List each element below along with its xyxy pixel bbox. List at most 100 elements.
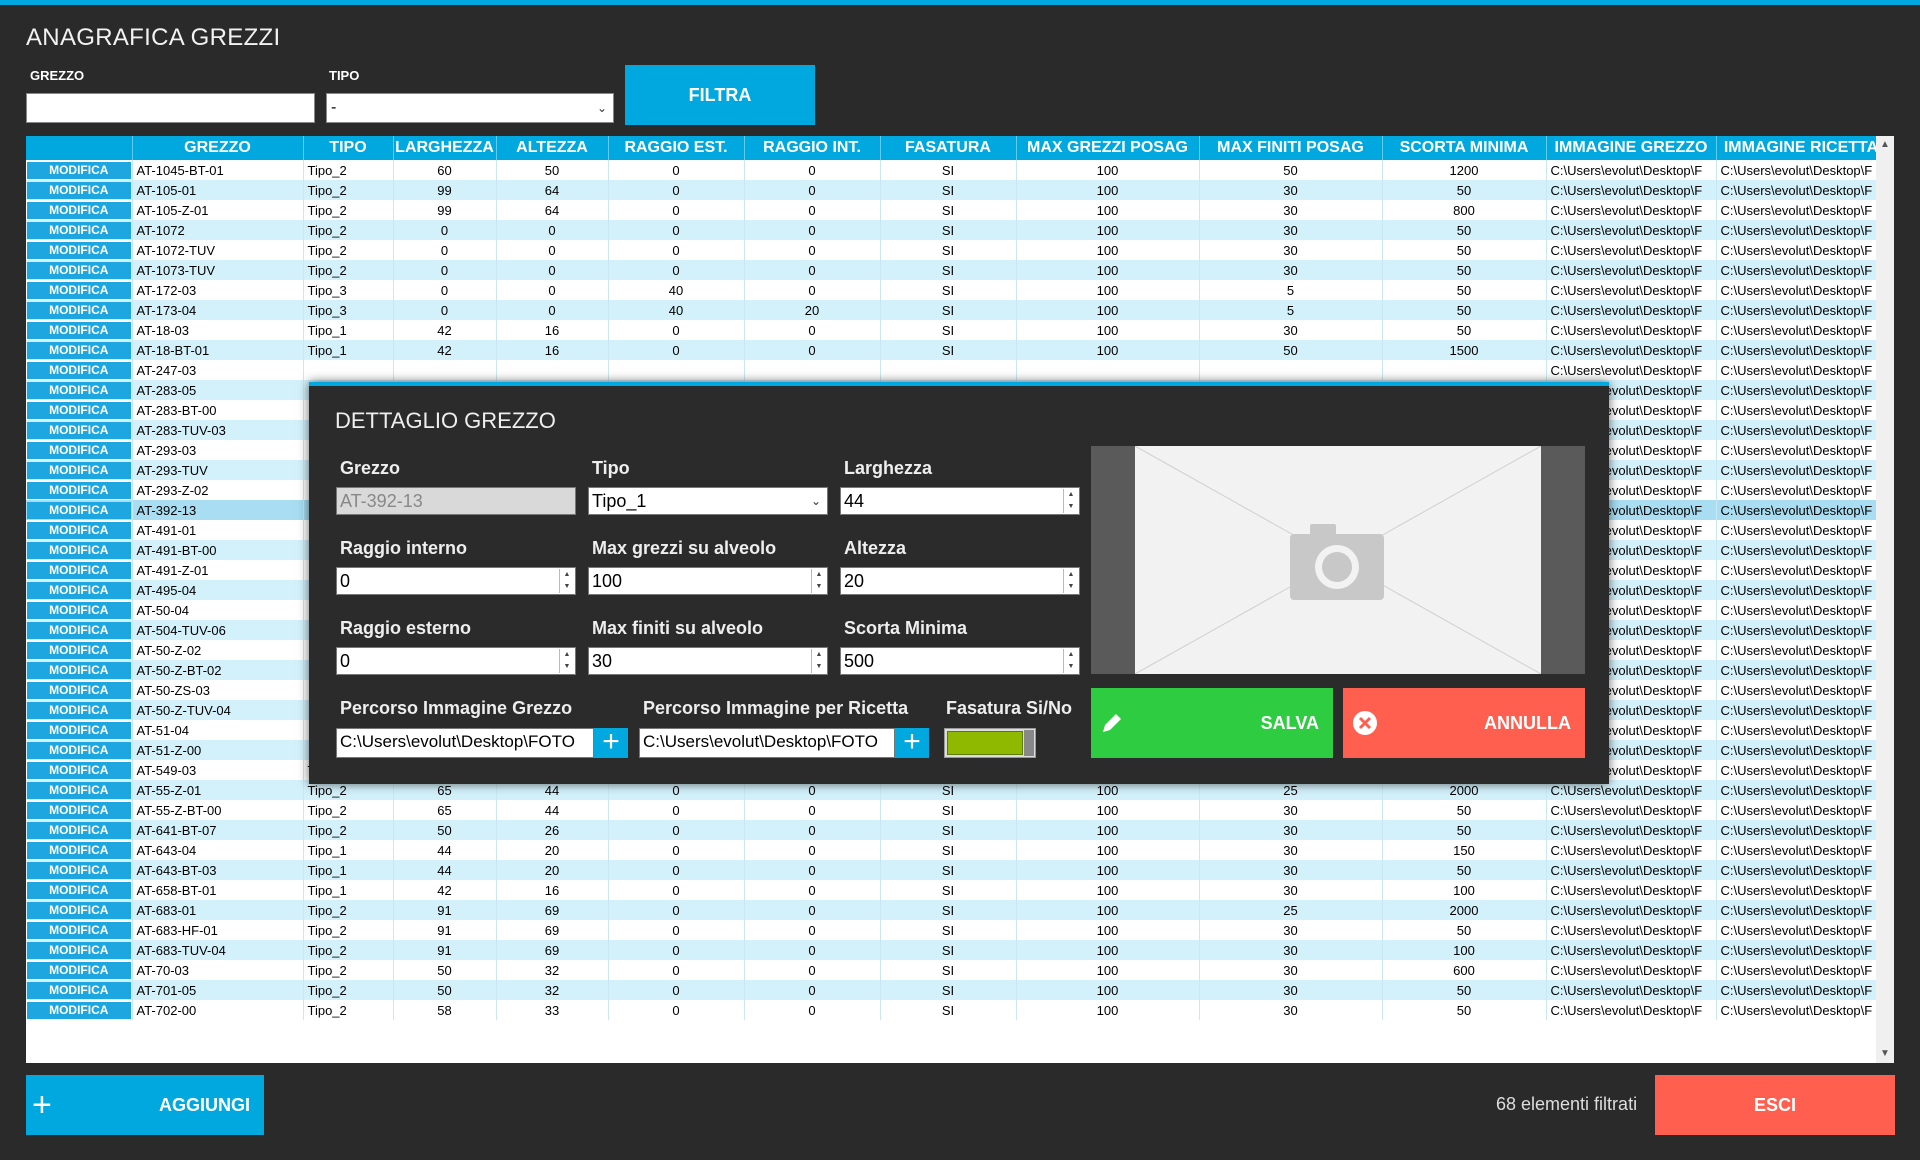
modifica-button[interactable]: MODIFICA [27,561,131,579]
column-header[interactable]: RAGGIO INT. [744,136,881,160]
modifica-button[interactable]: MODIFICA [27,181,131,199]
browse-ricetta-plus-icon[interactable]: + [895,727,929,758]
modifica-button[interactable]: MODIFICA [27,241,131,259]
grezzo-filter-input[interactable] [26,93,315,123]
modifica-button[interactable]: MODIFICA [27,841,131,859]
table-row[interactable]: MODIFICA AT-683-01 Tipo_2 91 69 0 0 SI 100 25 2000… [26,900,1887,920]
modifica-button[interactable]: MODIFICA [27,861,131,879]
modifica-button[interactable]: MODIFICA [27,741,131,759]
modifica-button[interactable]: MODIFICA [27,221,131,239]
modifica-button[interactable]: MODIFICA [27,761,131,779]
spinner-icon[interactable]: ▲ ▼ [559,649,574,673]
filtra-button[interactable]: FILTRA [625,65,815,125]
table-row[interactable]: MODIFICA AT-173-04 Tipo_3 0 0 40 20 SI 100 5 50 C:\… [26,300,1887,320]
table-row[interactable]: MODIFICA AT-658-BT-01 Tipo_1 42 16 0 0 SI 100 30 1… [26,880,1887,900]
table-scrollbar[interactable]: ▲ ▼ [1876,136,1894,1063]
modifica-button[interactable]: MODIFICA [27,1001,131,1019]
modifica-button[interactable]: MODIFICA [27,481,131,499]
tipo-select[interactable]: Tipo_1 ⌄ [588,487,828,515]
table-row[interactable]: MODIFICA AT-643-04 Tipo_1 44 20 0 0 SI 100 30 150 C… [26,840,1887,860]
table-row[interactable]: MODIFICA AT-105-Z-01 Tipo_2 99 64 0 0 SI 100 30 80… [26,200,1887,220]
column-header[interactable]: IMMAGINE GREZZO [1546,136,1717,160]
salva-button[interactable]: SALVA [1091,688,1333,758]
modifica-button[interactable]: MODIFICA [27,681,131,699]
esci-button[interactable]: ESCI [1655,1075,1895,1135]
browse-grezzo-plus-icon[interactable]: + [594,727,628,758]
column-header[interactable]: SCORTA MINIMA [1382,136,1547,160]
aggiungi-button[interactable]: + AGGIUNGI [26,1075,264,1135]
modifica-button[interactable]: MODIFICA [27,881,131,899]
table-row[interactable]: MODIFICA AT-1073-TUV Tipo_2 0 0 0 0 SI 100 30 50 C:… [26,260,1887,280]
modifica-button[interactable]: MODIFICA [27,461,131,479]
modifica-button[interactable]: MODIFICA [27,721,131,739]
spinner-icon[interactable]: ▲ ▼ [1063,489,1078,513]
fasatura-toggle[interactable] [944,728,1036,758]
table-row[interactable]: MODIFICA AT-105-01 Tipo_2 99 64 0 0 SI 100 30 50 C:… [26,180,1887,200]
modifica-button[interactable]: MODIFICA [27,281,131,299]
column-header[interactable]: IMMAGINE RICETTA [1716,136,1887,160]
percorso-grezzo-input[interactable]: C:\Users\evolut\Desktop\FOTO [336,728,594,758]
modifica-button[interactable]: MODIFICA [27,821,131,839]
modifica-button[interactable]: MODIFICA [27,321,131,339]
modifica-button[interactable]: MODIFICA [27,581,131,599]
table-row[interactable]: MODIFICA AT-641-BT-07 Tipo_2 50 26 0 0 SI 100 30 5… [26,820,1887,840]
raggio-interno-input[interactable]: 0 ▲ ▼ [336,567,576,595]
modifica-button[interactable]: MODIFICA [27,961,131,979]
table-row[interactable]: MODIFICA AT-1072 Tipo_2 0 0 0 0 SI 100 30 50 C:\Use… [26,220,1887,240]
table-row[interactable]: MODIFICA AT-1072-TUV Tipo_2 0 0 0 0 SI 100 30 50 C:… [26,240,1887,260]
table-row[interactable]: MODIFICA AT-18-BT-01 Tipo_1 42 16 0 0 SI 100 50 15… [26,340,1887,360]
column-header[interactable]: MAX GREZZI POSAG [1016,136,1200,160]
column-header[interactable]: LARGHEZZA [393,136,497,160]
modifica-button[interactable]: MODIFICA [27,201,131,219]
table-row[interactable]: MODIFICA AT-172-03 Tipo_3 0 0 40 0 SI 100 5 50 C:\U… [26,280,1887,300]
modifica-button[interactable]: MODIFICA [27,261,131,279]
table-row[interactable]: MODIFICA AT-247-03 C:\Users\evolut\Desktop… [26,360,1887,380]
column-header[interactable]: FASATURA [880,136,1017,160]
table-row[interactable]: MODIFICA AT-1045-BT-01 Tipo_2 60 50 0 0 SI 100 50… [26,160,1887,180]
column-header[interactable]: RAGGIO EST. [608,136,745,160]
table-row[interactable]: MODIFICA AT-18-03 Tipo_1 42 16 0 0 SI 100 30 50 C:\… [26,320,1887,340]
modifica-button[interactable]: MODIFICA [27,521,131,539]
modifica-button[interactable]: MODIFICA [27,941,131,959]
scroll-down-icon[interactable]: ▼ [1880,1048,1890,1059]
modifica-button[interactable]: MODIFICA [27,661,131,679]
modifica-button[interactable]: MODIFICA [27,361,131,379]
modifica-button[interactable]: MODIFICA [27,421,131,439]
spinner-icon[interactable]: ▲ ▼ [811,649,826,673]
column-header[interactable]: MAX FINITI POSAG [1199,136,1383,160]
modifica-button[interactable]: MODIFICA [27,341,131,359]
altezza-input[interactable]: 20 ▲ ▼ [840,567,1080,595]
modifica-button[interactable]: MODIFICA [27,981,131,999]
modifica-button[interactable]: MODIFICA [27,801,131,819]
table-row[interactable]: MODIFICA AT-55-Z-01 Tipo_2 65 44 0 0 SI 100 25 200… [26,780,1887,800]
scorta-minima-input[interactable]: 500 ▲ ▼ [840,647,1080,675]
modifica-button[interactable]: MODIFICA [27,501,131,519]
scroll-up-icon[interactable]: ▲ [1880,139,1890,150]
column-header[interactable]: GREZZO [132,136,304,160]
modifica-button[interactable]: MODIFICA [27,381,131,399]
image-preview[interactable] [1091,445,1585,675]
table-row[interactable]: MODIFICA AT-701-05 Tipo_2 50 32 0 0 SI 100 30 50 C:… [26,980,1887,1000]
max-finiti-input[interactable]: 30 ▲ ▼ [588,647,828,675]
max-grezzi-input[interactable]: 100 ▲ ▼ [588,567,828,595]
modifica-button[interactable]: MODIFICA [27,901,131,919]
table-row[interactable]: MODIFICA AT-683-HF-01 Tipo_2 91 69 0 0 SI 100 30 5… [26,920,1887,940]
percorso-ricetta-input[interactable]: C:\Users\evolut\Desktop\FOTO [639,728,895,758]
spinner-icon[interactable]: ▲ ▼ [559,569,574,593]
spinner-icon[interactable]: ▲ ▼ [1063,649,1078,673]
spinner-icon[interactable]: ▲ ▼ [811,569,826,593]
annulla-button[interactable]: ANNULLA [1343,688,1585,758]
raggio-esterno-input[interactable]: 0 ▲ ▼ [336,647,576,675]
modifica-button[interactable]: MODIFICA [27,921,131,939]
table-row[interactable]: MODIFICA AT-55-Z-BT-00 Tipo_2 65 44 0 0 SI 100 30… [26,800,1887,820]
larghezza-input[interactable]: 44 ▲ ▼ [840,487,1080,515]
modifica-button[interactable]: MODIFICA [27,701,131,719]
spinner-icon[interactable]: ▲ ▼ [1063,569,1078,593]
modifica-button[interactable]: MODIFICA [27,541,131,559]
column-header[interactable]: TIPO [303,136,394,160]
table-row[interactable]: MODIFICA AT-702-00 Tipo_2 58 33 0 0 SI 100 30 50 C:… [26,1000,1887,1020]
modifica-button[interactable]: MODIFICA [27,401,131,419]
modifica-button[interactable]: MODIFICA [27,601,131,619]
column-header[interactable] [26,136,133,160]
table-row[interactable]: MODIFICA AT-70-03 Tipo_2 50 32 0 0 SI 100 30 600 C:… [26,960,1887,980]
